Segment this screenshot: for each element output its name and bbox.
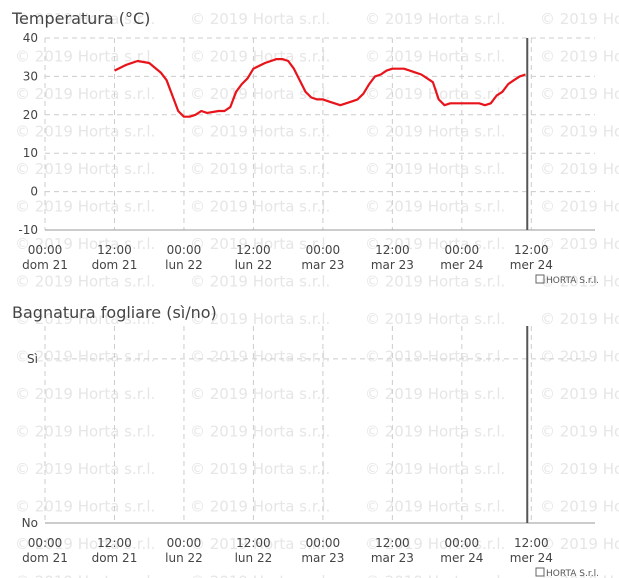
watermark: © 2019 Horta s.r.l. xyxy=(15,498,155,516)
x-tick-label: 00:00 lun 22 xyxy=(165,536,203,565)
watermark: © 2019 Horta s.r.l. xyxy=(540,423,619,441)
watermark: © 2019 Horta s.r.l. xyxy=(365,348,505,366)
watermark: © 2019 Horta s.r.l. xyxy=(190,535,330,553)
x-tick-label: 12:00 mar 23 xyxy=(371,243,414,272)
credit-icon xyxy=(535,567,545,577)
watermark: © 2019 Horta s.r.l. xyxy=(15,48,155,66)
watermark: © 2019 Horta s.r.l. xyxy=(540,85,619,103)
watermark: © 2019 Horta s.r.l. xyxy=(540,273,619,291)
x-tick-label: 12:00 dom 21 xyxy=(92,536,138,565)
x-tick-label: 00:00 mar 23 xyxy=(301,536,344,565)
watermark: © 2019 Horta s.r.l. xyxy=(190,123,330,141)
watermark: © 2019 Horta s.r.l. xyxy=(190,48,330,66)
watermark: © 2019 Horta s.r.l. xyxy=(190,10,330,28)
x-tick-label: 12:00 mer 24 xyxy=(510,536,553,565)
watermark: © 2019 Horta s.r.l. xyxy=(540,10,619,28)
watermark: © 2019 Horta s.r.l. xyxy=(365,423,505,441)
watermark: © 2019 Horta s.r.l. xyxy=(15,198,155,216)
x-tick-label: 12:00 lun 22 xyxy=(235,536,273,565)
watermark: © 2019 Horta s.r.l. xyxy=(540,310,619,328)
watermark: © 2019 Horta s.r.l. xyxy=(15,310,155,328)
watermark: © 2019 Horta s.r.l. xyxy=(365,235,505,253)
y-tick-label: 10 xyxy=(23,146,38,160)
watermark: © 2019 Horta s.r.l. xyxy=(15,535,155,553)
x-tick-label: 12:00 lun 22 xyxy=(235,243,273,272)
watermark: © 2019 Horta s.r.l. xyxy=(15,123,155,141)
watermark: © 2019 Horta s.r.l. xyxy=(15,573,155,578)
watermark: © 2019 Horta s.r.l. xyxy=(365,498,505,516)
x-tick-label: 00:00 mer 24 xyxy=(440,243,483,272)
watermark: © 2019 Horta s.r.l. xyxy=(15,85,155,103)
chart-title: Temperatura (°C) xyxy=(11,9,150,28)
chart-title: Bagnatura fogliare (sì/no) xyxy=(12,303,217,322)
credit: HORTA S.r.l. xyxy=(546,276,599,286)
watermark: © 2019 Horta s.r.l. xyxy=(190,460,330,478)
watermark: © 2019 Horta s.r.l. xyxy=(540,160,619,178)
x-tick-label: 12:00 mar 23 xyxy=(371,536,414,565)
watermark: © 2019 Horta s.r.l. xyxy=(540,123,619,141)
line-series xyxy=(114,58,526,118)
watermark: © 2019 Horta s.r.l. xyxy=(190,348,330,366)
watermark: © 2019 Horta s.r.l. xyxy=(190,273,330,291)
watermark: © 2019 Horta s.r.l. xyxy=(540,535,619,553)
x-tick-label: 12:00 mer 24 xyxy=(510,243,553,272)
watermark: © 2019 Horta s.r.l. xyxy=(190,85,330,103)
x-tick-label: 00:00 mer 24 xyxy=(440,536,483,565)
watermark: © 2019 Horta s.r.l. xyxy=(15,348,155,366)
x-tick-label: 12:00 dom 21 xyxy=(92,243,138,272)
watermark: © 2019 Horta s.r.l. xyxy=(190,310,330,328)
watermark: © 2019 Horta s.r.l. xyxy=(365,310,505,328)
y-tick-label: 20 xyxy=(23,108,38,122)
watermark: © 2019 Horta s.r.l. xyxy=(365,48,505,66)
x-tick-label: 00:00 lun 22 xyxy=(165,243,203,272)
watermark: © 2019 Horta s.r.l. xyxy=(365,535,505,553)
watermark: © 2019 Horta s.r.l. xyxy=(540,348,619,366)
watermark: © 2019 Horta s.r.l. xyxy=(540,48,619,66)
watermark: © 2019 Horta s.r.l. xyxy=(15,423,155,441)
y-tick-label: 30 xyxy=(23,69,38,83)
watermark: © 2019 Horta s.r.l. xyxy=(15,235,155,253)
credit: HORTA S.r.l. xyxy=(546,569,599,578)
watermark: © 2019 Horta s.r.l. xyxy=(15,385,155,403)
credit-icon xyxy=(535,274,545,284)
watermark: © 2019 Horta s.r.l. xyxy=(540,460,619,478)
y-tick-label: 0 xyxy=(30,185,38,199)
watermark: © 2019 Horta s.r.l. xyxy=(365,123,505,141)
y-tick-label: Sì xyxy=(27,352,38,366)
x-tick-label: 00:00 dom 21 xyxy=(22,243,68,272)
watermark: © 2019 Horta s.r.l. xyxy=(15,460,155,478)
watermark: © 2019 Horta s.r.l. xyxy=(190,235,330,253)
watermark: © 2019 Horta s.r.l. xyxy=(540,498,619,516)
watermark: © 2019 Horta s.r.l. xyxy=(540,235,619,253)
watermark: © 2019 Horta s.r.l. xyxy=(190,573,330,578)
watermark: © 2019 Horta s.r.l. xyxy=(190,498,330,516)
watermark: © 2019 Horta s.r.l. xyxy=(365,460,505,478)
y-tick-label: No xyxy=(22,516,38,530)
watermark: © 2019 Horta s.r.l. xyxy=(190,160,330,178)
watermark: © 2019 Horta s.r.l. xyxy=(540,385,619,403)
watermark: © 2019 Horta s.r.l. xyxy=(190,198,330,216)
x-tick-label: 00:00 mar 23 xyxy=(301,243,344,272)
watermark: © 2019 Horta s.r.l. xyxy=(365,160,505,178)
watermark: © 2019 Horta s.r.l. xyxy=(365,385,505,403)
watermark: © 2019 Horta s.r.l. xyxy=(365,273,505,291)
x-tick-label: 00:00 dom 21 xyxy=(22,536,68,565)
watermark: © 2019 Horta s.r.l. xyxy=(15,10,155,28)
watermark: © 2019 Horta s.r.l. xyxy=(190,385,330,403)
watermark: © 2019 Horta s.r.l. xyxy=(365,85,505,103)
watermark: © 2019 Horta s.r.l. xyxy=(540,573,619,578)
watermark: © 2019 Horta s.r.l. xyxy=(365,573,505,578)
watermark: © 2019 Horta s.r.l. xyxy=(365,10,505,28)
watermark: © 2019 Horta s.r.l. xyxy=(540,198,619,216)
watermark: © 2019 Horta s.r.l. xyxy=(15,160,155,178)
watermark: © 2019 Horta s.r.l. xyxy=(190,423,330,441)
watermark: © 2019 Horta s.r.l. xyxy=(365,198,505,216)
y-tick-label: -10 xyxy=(18,223,38,237)
y-tick-label: 40 xyxy=(23,31,38,45)
watermark: © 2019 Horta s.r.l. xyxy=(15,273,155,291)
